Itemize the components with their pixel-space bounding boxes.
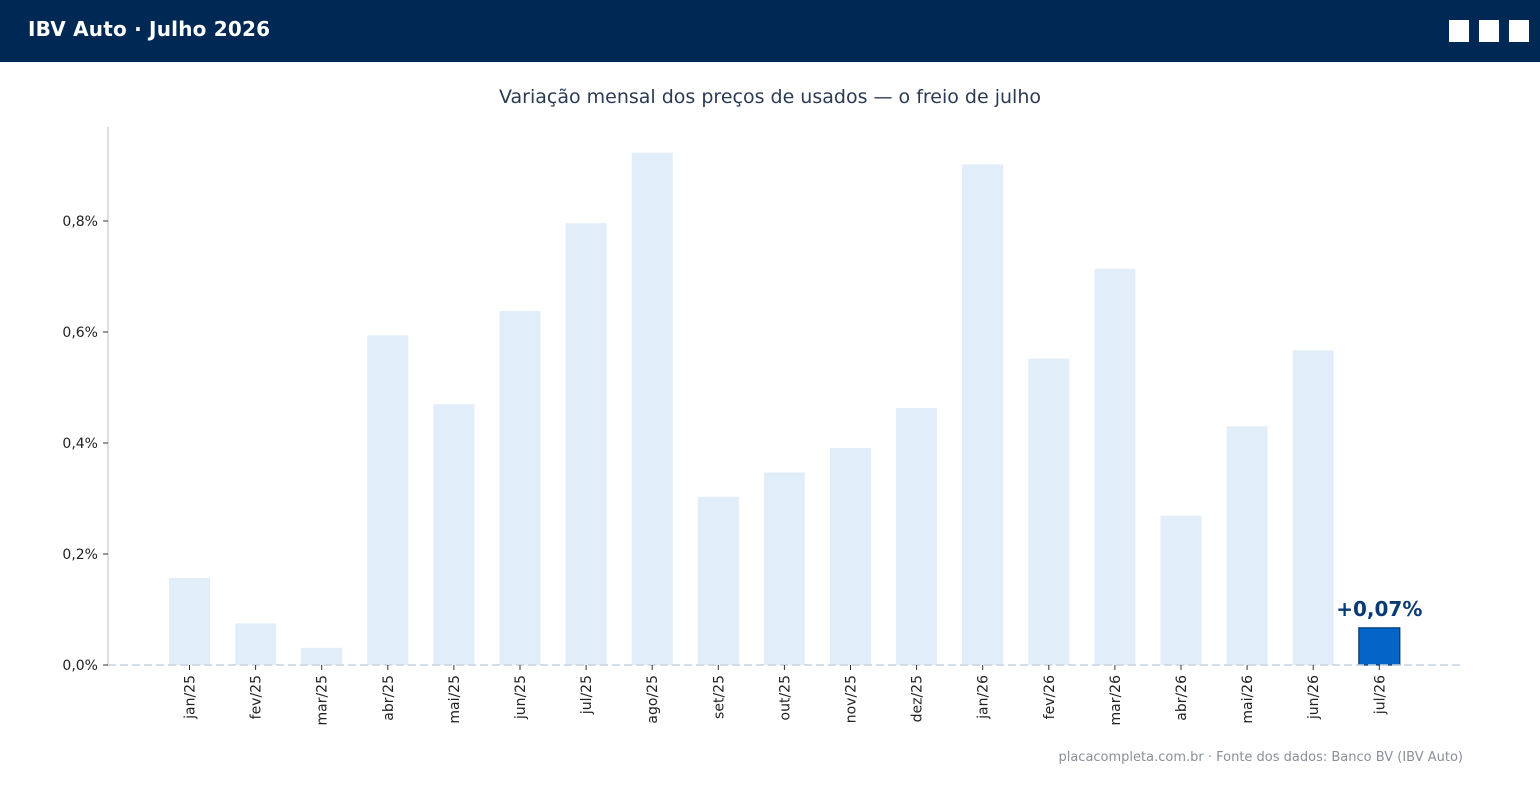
bar [433,404,475,665]
bar [499,310,541,665]
bar [1226,426,1268,665]
bar [1028,358,1070,665]
y-tick-label: 0,8% [62,214,98,230]
bar [1160,515,1202,665]
x-tick-label: mar/25 [315,675,331,726]
bar [367,335,409,665]
close-button[interactable] [1509,20,1529,42]
x-tick-label: jan/25 [183,675,199,720]
y-tick-label: 0,6% [62,325,98,341]
header-bar: IBV Auto · Julho 2026 [0,0,1540,62]
x-tick-label: ago/25 [645,675,661,724]
x-tick-label: abr/25 [381,675,397,721]
window-controls [1449,20,1529,42]
bar [896,408,938,665]
highlight-data-label: +0,07% [1336,597,1422,621]
x-tick-label: jan/26 [976,675,992,720]
source-note: placacompleta.com.br · Fonte dos dados: … [1058,750,1463,765]
bar [763,472,805,665]
bar [565,223,607,665]
bar [235,623,277,665]
x-tick-label: nov/25 [844,675,860,723]
bar [631,152,673,666]
app-title: IBV Auto · Julho 2026 [28,17,271,41]
minimize-button[interactable] [1449,20,1469,42]
x-tick-label: fev/25 [249,675,265,719]
bar [1292,350,1334,665]
y-tick-label: 0,0% [62,658,98,674]
x-tick-label: fev/26 [1042,675,1058,719]
x-tick-label: abr/26 [1174,675,1190,721]
bar [697,496,739,665]
x-tick-label: mai/25 [447,675,463,724]
x-tick-label: jul/26 [1372,675,1388,715]
x-tick-label: jun/26 [1306,675,1322,720]
bar [1094,268,1136,665]
maximize-button[interactable] [1479,20,1499,42]
bar [962,164,1004,665]
x-tick-label: set/25 [711,675,727,719]
bar [830,447,871,665]
x-tick-label: mar/26 [1108,675,1124,726]
x-tick-label: mai/26 [1240,675,1256,724]
bar [301,647,343,665]
chart-title: Variação mensal dos preços de usados — o… [498,86,1041,108]
y-tick-label: 0,2% [62,547,98,563]
y-tick-label: 0,4% [62,436,98,452]
x-tick-label: dez/25 [910,675,926,722]
x-tick-label: jun/25 [513,675,529,720]
x-tick-label: jul/25 [579,675,595,715]
x-tick-label: out/25 [777,675,793,720]
bar-highlight [1358,627,1401,666]
bar [169,577,210,665]
